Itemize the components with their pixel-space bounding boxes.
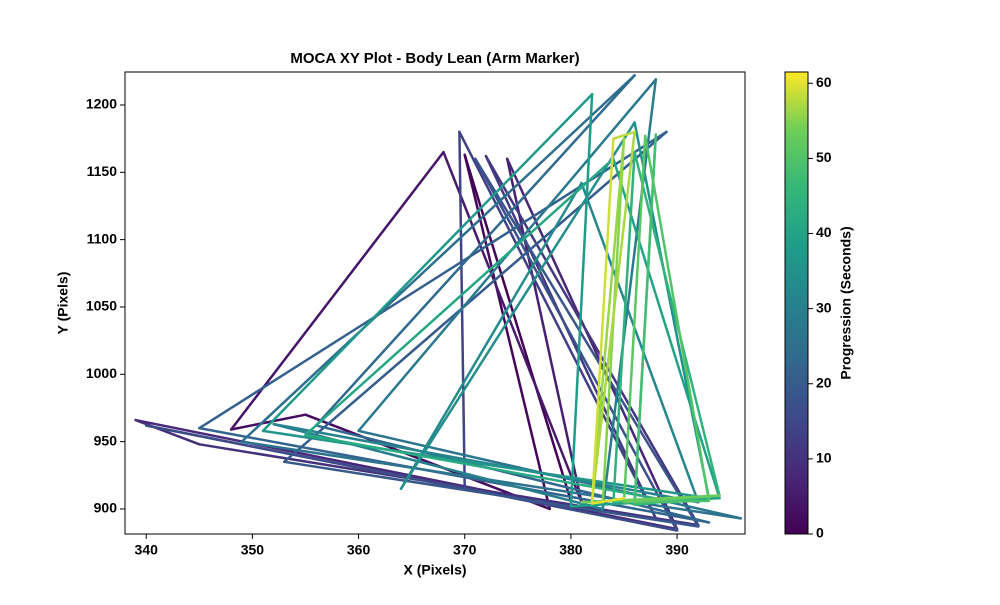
trajectory-segment: [134, 418, 201, 446]
trajectory-segment: [622, 134, 647, 504]
trajectory-segment: [474, 157, 679, 532]
trajectory-segment: [261, 92, 594, 433]
x-tick-label: 340: [135, 542, 159, 558]
trajectory-segment: [399, 181, 583, 491]
y-tick-label: 1100: [87, 230, 118, 246]
trajectory-segment: [282, 460, 700, 528]
trajectory-segment: [580, 181, 700, 504]
y-tick-label: 1000: [86, 365, 117, 381]
x-tick-label: 370: [453, 542, 477, 558]
chart-title: MOCA XY Plot - Body Lean (Arm Marker): [290, 50, 579, 67]
colorbar-tick-label: 20: [816, 374, 832, 390]
trajectory-segment: [463, 153, 573, 503]
colorbar-tick-label: 30: [816, 299, 832, 315]
colorbar-tick-label: 50: [816, 149, 832, 165]
trajectory-segment: [134, 418, 679, 531]
x-axis-label: X (Pixels): [403, 562, 466, 578]
trajectory-segment: [590, 137, 626, 503]
trajectory-segment: [229, 413, 307, 431]
trajectory-segment: [643, 134, 711, 503]
trajectory-segment: [314, 424, 711, 524]
trajectory-segment: [282, 130, 668, 464]
y-tick-label: 1200: [86, 96, 117, 112]
y-tick-label: 900: [94, 500, 118, 516]
colorbar-tick-label: 60: [816, 74, 832, 90]
trajectory-segment: [442, 150, 583, 504]
trajectory-segment: [399, 121, 636, 491]
plot-area: [134, 74, 743, 532]
trajectory-segment: [633, 499, 711, 504]
x-tick-label: 380: [559, 542, 583, 558]
x-tick-label: 350: [241, 542, 265, 558]
trajectory-segment: [144, 424, 679, 532]
y-tick-label: 1050: [86, 298, 117, 314]
trajectory-segment: [590, 496, 626, 505]
y-tick-label: 1150: [87, 163, 118, 179]
y-axis-label: Y (Pixels): [55, 272, 71, 335]
colorbar: [784, 71, 809, 535]
trajectory-segment: [590, 137, 615, 505]
trajectory-segment: [569, 92, 594, 508]
trajectory-segment: [304, 157, 615, 437]
colorbar-label: Progression (Seconds): [838, 226, 854, 379]
trajectory-segment: [484, 154, 700, 527]
trajectory-segment: [314, 74, 636, 427]
trajectory-segment: [272, 422, 700, 504]
colorbar-tick-label: 40: [816, 224, 832, 240]
trajectory-segment: [590, 130, 636, 503]
trajectory-segment: [229, 150, 445, 431]
x-tick-label: 390: [665, 542, 689, 558]
trajectory-segment: [474, 157, 700, 528]
trajectory-segment: [612, 157, 721, 500]
x-tick-label: 360: [347, 542, 371, 558]
plot-frame: [124, 71, 746, 535]
trajectory-segment: [612, 130, 636, 140]
colorbar-tick-label: 0: [816, 525, 824, 541]
trajectory-segment: [240, 74, 636, 443]
trajectory-segment: [463, 153, 551, 511]
trajectory-segment: [612, 150, 636, 504]
trajectory-segment: [633, 133, 658, 504]
y-tick-label: 950: [94, 432, 118, 448]
colorbar-tick-label: 10: [816, 450, 832, 466]
